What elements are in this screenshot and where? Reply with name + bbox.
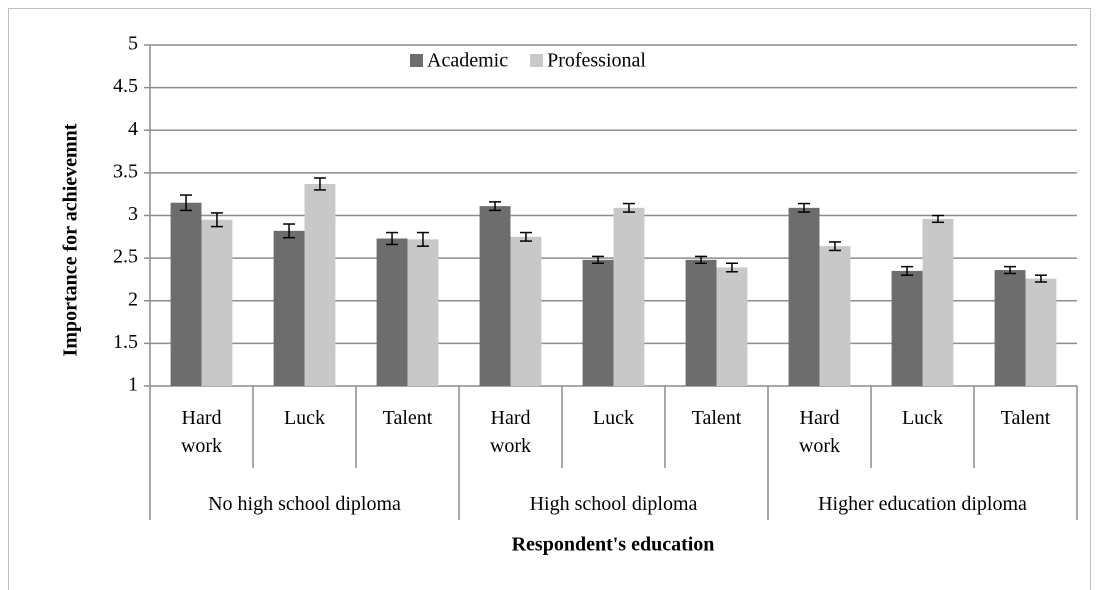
group-label: High school diploma [529, 493, 698, 515]
legend-swatch [530, 54, 544, 67]
legend-swatch [410, 54, 423, 67]
bar [994, 270, 1026, 386]
bar [201, 219, 233, 386]
bar [685, 259, 717, 386]
x-tick-label: Luck [592, 407, 635, 429]
bar [407, 239, 439, 386]
group-label: No high school diploma [208, 493, 401, 515]
bar [788, 207, 820, 386]
bar [1025, 278, 1057, 386]
group-label: Higher education diploma [818, 493, 1027, 515]
bar [170, 202, 202, 386]
y-tick-label: 3.5 [113, 160, 138, 182]
x-tick-label: Talent [691, 407, 742, 429]
bar [891, 270, 923, 386]
y-tick-label: 2 [128, 288, 138, 310]
legend-label: Academic [427, 50, 508, 72]
x-tick-label: Talent [1000, 407, 1051, 429]
bar [273, 230, 305, 386]
bar [304, 183, 336, 386]
x-tick-label: Talent [382, 407, 433, 429]
bar [922, 218, 954, 386]
y-axis-title: Importance for achievemnt [60, 123, 82, 356]
bar [716, 267, 748, 386]
x-tick-label: Hard work [489, 407, 532, 457]
y-tick-label: 5 [128, 33, 138, 55]
x-tick-label: Hard work [180, 407, 223, 457]
bar [582, 259, 614, 386]
legend-label: Professional [547, 50, 646, 72]
y-tick-label: 1.5 [113, 331, 138, 353]
y-tick-label: 2.5 [113, 246, 138, 268]
y-tick-label: 4.5 [113, 75, 138, 97]
x-axis-title: Respondent's education [512, 534, 715, 556]
y-tick-label: 1 [128, 374, 138, 396]
bar [613, 207, 645, 386]
y-tick-label: 4 [128, 118, 138, 140]
x-tick-label: Luck [283, 407, 326, 429]
chart-frame [8, 8, 1091, 590]
bar [479, 206, 511, 386]
bar [819, 246, 851, 386]
bar [376, 238, 408, 386]
x-tick-label: Hard work [798, 407, 841, 457]
x-tick-label: Luck [901, 407, 944, 429]
bar [510, 236, 542, 386]
y-tick-label: 3 [128, 203, 138, 225]
